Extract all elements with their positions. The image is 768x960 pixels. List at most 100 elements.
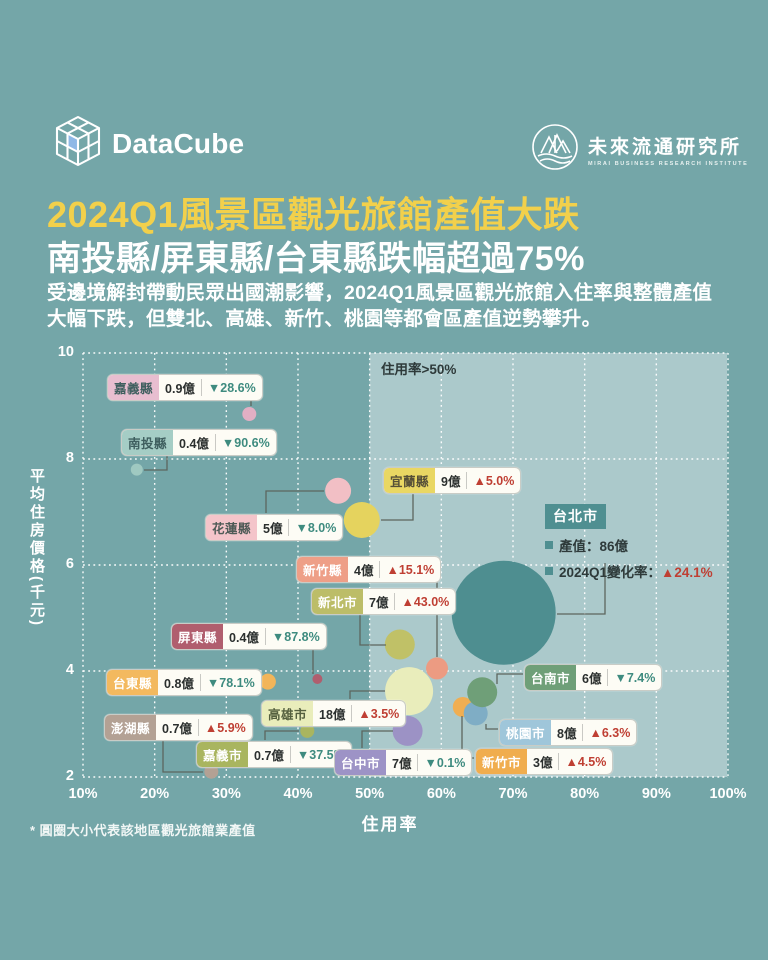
region-label-taoyuan-city: 桃園市 8億 ▲6.3% bbox=[499, 719, 638, 746]
region-revenue: 7億 bbox=[369, 596, 389, 610]
region-label-hsinchu-county: 新竹縣 4億 ▲15.1% bbox=[296, 556, 442, 583]
region-change: ▼78.1% bbox=[206, 675, 255, 690]
institute-circle-icon bbox=[531, 123, 579, 176]
institute-brand: 未來流通研究所 MIRAI BUSINESS RESEARCH INSTITUT… bbox=[531, 123, 748, 176]
x-tick-20pct: 20% bbox=[140, 786, 170, 802]
y-tick-6: 6 bbox=[65, 556, 74, 572]
region-name: 澎湖縣 bbox=[105, 715, 157, 740]
divider bbox=[199, 674, 201, 691]
y-tick-4: 4 bbox=[65, 662, 74, 678]
x-tick-60pct: 60% bbox=[426, 786, 456, 802]
bubble-yilan-county bbox=[343, 502, 380, 538]
y-tick-2: 2 bbox=[65, 768, 74, 784]
region-label-new-taipei-city: 新北市 7億 ▲43.0% bbox=[311, 588, 457, 615]
bubble-tainan-city bbox=[467, 677, 498, 708]
x-tick-40pct: 40% bbox=[283, 786, 313, 802]
region-revenue: 7億 bbox=[392, 757, 412, 771]
bubble-taipei-city bbox=[451, 560, 556, 665]
region-revenue: 0.4億 bbox=[229, 631, 259, 645]
institute-name: 未來流通研究所 bbox=[588, 137, 743, 158]
connector-chiayi-city bbox=[264, 730, 299, 740]
bubble-chiayi-county bbox=[242, 407, 257, 421]
bubble-hsinchu-county bbox=[426, 657, 448, 680]
institute-subname: MIRAI BUSINESS RESEARCH INSTITUTE bbox=[588, 161, 749, 167]
region-label-hualien-county: 花蓮縣 5億 ▼8.0% bbox=[205, 514, 344, 541]
x-tick-50pct: 50% bbox=[355, 786, 385, 802]
connector-kaohsiung-city bbox=[349, 690, 385, 699]
region-label-taitung-county: 台東縣 0.8億 ▼78.1% bbox=[106, 669, 262, 696]
divider bbox=[582, 724, 584, 741]
region-revenue: 3億 bbox=[533, 756, 553, 770]
region-change: ▲3.5% bbox=[358, 706, 400, 721]
connector-tainan-city bbox=[496, 673, 523, 684]
region-change: ▲6.3% bbox=[589, 725, 631, 740]
taipei-callout-name: 台北市 bbox=[545, 504, 606, 529]
bubble-nantou-county bbox=[130, 463, 143, 476]
connector-hualien-county bbox=[265, 490, 324, 513]
region-change: ▲5.9% bbox=[204, 720, 246, 735]
x-tick-80pct: 80% bbox=[570, 786, 600, 802]
divider bbox=[466, 472, 468, 489]
square-bullet-icon bbox=[545, 541, 553, 549]
x-tick-30pct: 30% bbox=[211, 786, 241, 802]
region-name: 嘉義縣 bbox=[108, 375, 160, 400]
region-name: 花蓮縣 bbox=[206, 515, 258, 540]
divider bbox=[379, 561, 381, 578]
region-name: 新竹市 bbox=[476, 749, 528, 774]
region-change: ▼7.4% bbox=[614, 670, 656, 685]
region-label-kaohsiung-city: 高雄市 18億 ▲3.5% bbox=[261, 700, 407, 727]
divider bbox=[197, 719, 199, 736]
datacube-cube-icon bbox=[54, 114, 102, 173]
body-copy: 受邊境解封帶動民眾出國潮影響，2024Q1風景區觀光旅館入住率與整體產值大幅下跌… bbox=[47, 282, 713, 330]
region-revenue: 6億 bbox=[582, 672, 602, 686]
region-name: 南投縣 bbox=[122, 430, 174, 455]
x-tick-100pct: 100% bbox=[709, 786, 747, 802]
region-change: ▼8.0% bbox=[295, 520, 337, 535]
region-name: 桃園市 bbox=[500, 720, 552, 745]
region-name: 新北市 bbox=[312, 589, 364, 614]
region-change: ▼0.1% bbox=[424, 755, 466, 770]
region-name: 台中市 bbox=[335, 750, 387, 775]
chart-footnote: * 圓圈大小代表該地區觀光旅館業產值 bbox=[30, 823, 256, 838]
divider bbox=[417, 754, 419, 771]
region-name: 新竹縣 bbox=[297, 557, 349, 582]
headline: 2024Q1風景區觀光旅館產值大跌 bbox=[47, 194, 580, 235]
region-label-yilan-county: 宜蘭縣 9億 ▲5.0% bbox=[383, 467, 522, 494]
y-tick-8: 8 bbox=[65, 450, 74, 466]
divider bbox=[288, 519, 290, 536]
region-name: 屏東縣 bbox=[172, 624, 224, 649]
region-revenue: 9億 bbox=[441, 475, 461, 489]
region-name: 宜蘭縣 bbox=[384, 468, 436, 493]
region-label-hsinchu-city: 新竹市 3億 ▲4.5% bbox=[475, 748, 614, 775]
taipei-revenue-line: 產值：86億 bbox=[545, 535, 713, 555]
connector-taoyuan-city bbox=[485, 724, 498, 730]
region-label-chiayi-city: 嘉義市 0.7億 ▼37.5% bbox=[196, 741, 352, 768]
region-name: 嘉義市 bbox=[197, 742, 249, 767]
divider bbox=[351, 705, 353, 722]
bubble-hualien-county bbox=[325, 477, 352, 504]
region-change: ▼37.5% bbox=[296, 747, 345, 762]
brand-name: DataCube bbox=[112, 127, 245, 159]
region-change: ▲43.0% bbox=[401, 594, 450, 609]
divider bbox=[200, 379, 202, 396]
connector-taichung-city bbox=[361, 730, 393, 748]
region-label-chiayi-county: 嘉義縣 0.9億 ▼28.6% bbox=[107, 374, 263, 401]
datacube-brand: DataCube bbox=[54, 114, 244, 173]
region-label-pingtung-county: 屏東縣 0.4億 ▼87.8% bbox=[171, 623, 327, 650]
region-change: ▼28.6% bbox=[207, 380, 256, 395]
region-change: ▼87.8% bbox=[271, 629, 320, 644]
y-axis-title: 平均住房價格(千元) bbox=[28, 468, 45, 628]
x-tick-10pct: 10% bbox=[68, 786, 98, 802]
bubble-taitung-county bbox=[259, 673, 276, 690]
region-revenue: 0.4億 bbox=[179, 437, 209, 451]
region-revenue: 0.9億 bbox=[165, 382, 195, 396]
y-tick-10: 10 bbox=[57, 344, 74, 360]
shaded-region-label: 住用率>50% bbox=[381, 362, 457, 377]
bubble-taoyuan-city bbox=[463, 701, 488, 726]
region-change: ▲4.5% bbox=[565, 754, 607, 769]
region-revenue: 18億 bbox=[319, 708, 346, 722]
x-tick-90pct: 90% bbox=[641, 786, 671, 802]
region-label-nantou-county: 南投縣 0.4億 ▼90.6% bbox=[121, 429, 277, 456]
region-name: 台南市 bbox=[525, 665, 577, 690]
